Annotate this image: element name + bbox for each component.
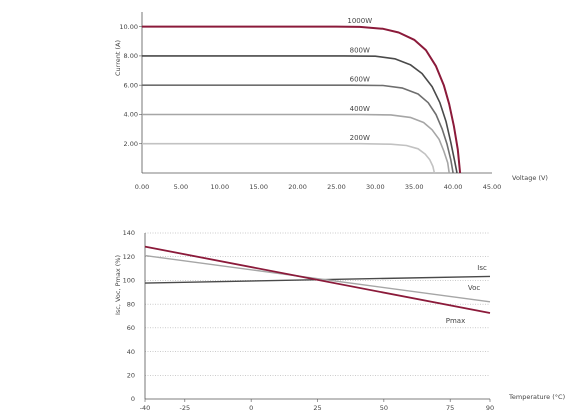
y-tick-label: 0	[131, 395, 135, 403]
x-tick-label: 10.00	[210, 183, 229, 191]
x-tick-label: 50	[380, 404, 388, 412]
iv-curve-chart: 0.00 5.00 10.00 15.00 20.00 25.00 30.00 35.00 40…	[114, 12, 548, 191]
y-tick-label: 60	[127, 324, 135, 332]
series-line-800w	[142, 55, 458, 174]
x-tick-label: 20.00	[288, 183, 307, 191]
y-tick-label: 40	[127, 348, 135, 356]
x-tick-label: 30.00	[366, 183, 385, 191]
x-tick-label: 45.00	[483, 183, 502, 191]
x-tick-label: 25.00	[327, 183, 346, 191]
x-tick-label: 40.00	[444, 183, 463, 191]
series-label: Pmax	[446, 317, 465, 325]
x-tick-label: 5.00	[174, 183, 188, 191]
y-tick-label: 120	[123, 253, 135, 261]
y-tick-label: 140	[123, 229, 135, 237]
series-label: 800W	[350, 46, 370, 54]
y-tick-label: 100	[123, 277, 135, 285]
series-line-400w	[142, 113, 450, 174]
x-axis-title: Temperature (°C)	[508, 393, 565, 401]
x-tick-label: 0	[249, 404, 253, 412]
series-label: Voc	[468, 284, 481, 292]
series-line-200w	[142, 142, 436, 174]
y-tick-label: 80	[127, 300, 135, 308]
x-tick-label: 15.00	[249, 183, 268, 191]
x-tick-label: 35.00	[405, 183, 424, 191]
series-label: Isc	[477, 264, 487, 272]
series-label: 200W	[350, 134, 370, 142]
series-line-pmax	[144, 245, 491, 314]
y-tick-label: 4.00	[124, 111, 138, 119]
x-tick-label: -25	[179, 404, 190, 412]
series-label: 400W	[350, 105, 370, 113]
y-axis-title: Current (A)	[114, 40, 122, 76]
x-tick-label: 0.00	[135, 183, 149, 191]
x-tick-label: 75	[446, 404, 454, 412]
series-line-voc	[144, 254, 491, 303]
y-tick-label: 2.00	[124, 140, 138, 148]
x-tick-label: 25	[313, 404, 321, 412]
series-line-1000w	[142, 25, 462, 174]
y-tick-label: 6.00	[124, 81, 138, 89]
y-axis-title: Isc, Voc, Pmax (%)	[114, 255, 122, 315]
series-line-600w	[142, 84, 454, 174]
series-label: 1000W	[347, 17, 372, 25]
x-axis-title: Voltage (V)	[512, 174, 548, 182]
y-tick-label: 8.00	[124, 52, 138, 60]
x-tick-label: -40	[140, 404, 151, 412]
y-tick-label: 10.00	[119, 23, 138, 31]
y-tick-label: 20	[127, 371, 135, 379]
temperature-coefficient-chart: 0 20 40 60 80 100 120 140 -40 -25 0 25 50 75 90 Tempera…	[114, 229, 565, 412]
x-tick-label: 90	[486, 404, 494, 412]
series-label: 600W	[350, 76, 370, 84]
